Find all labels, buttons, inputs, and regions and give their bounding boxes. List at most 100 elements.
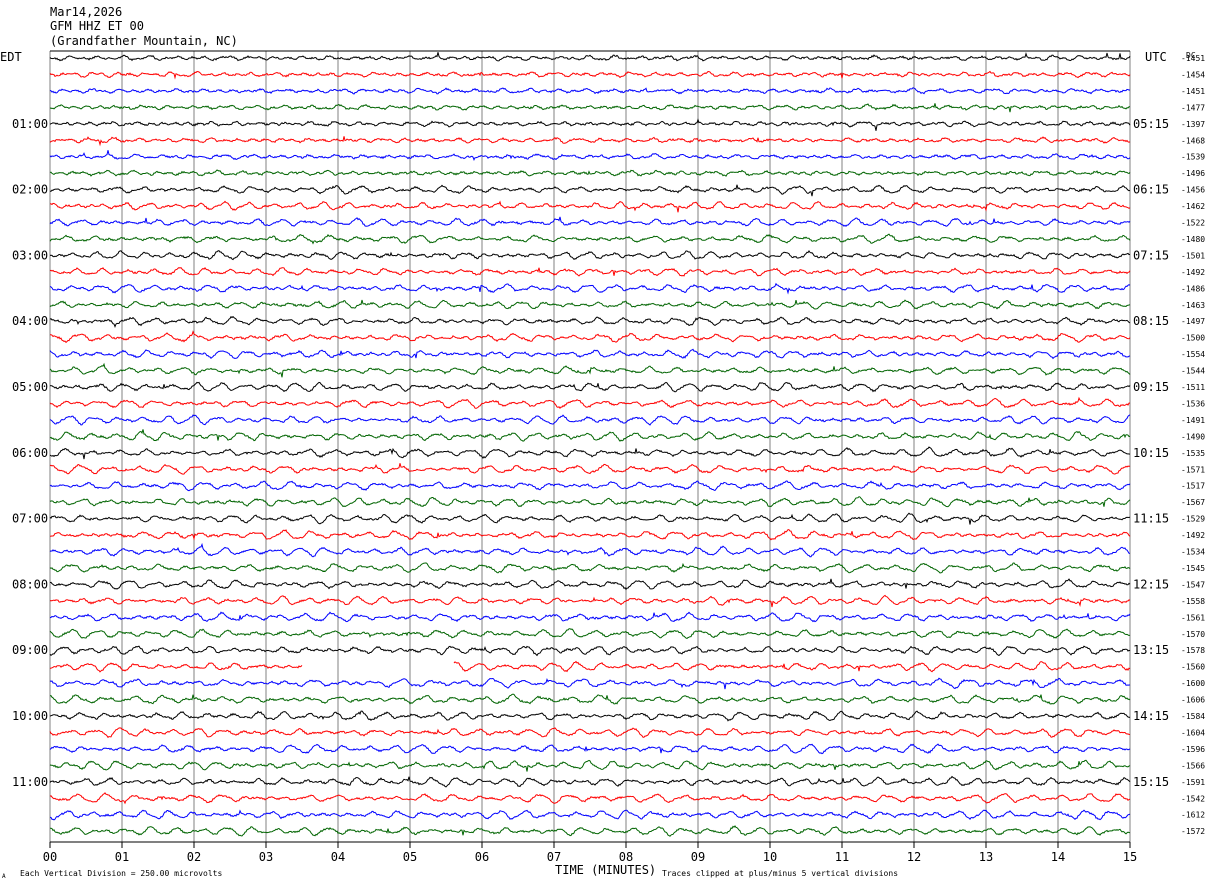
dc-offset-label: -1536 — [1181, 399, 1205, 408]
right-timezone-label: UTC — [1145, 50, 1167, 64]
dc-offset-label: -1545 — [1181, 564, 1205, 573]
x-tick-label: 06 — [475, 850, 489, 864]
dc-offset-label: -1397 — [1181, 120, 1205, 129]
dc-offset-header: DC — [1186, 51, 1196, 60]
dc-offset-label: -1492 — [1181, 268, 1205, 277]
x-axis-ticks: 00 01 02 03 04 05 06 07 08 09 10 11 12 13 14 15 — [43, 842, 1137, 864]
dc-offset-label: -1547 — [1181, 580, 1205, 589]
dc-offset-label: -1558 — [1181, 597, 1205, 606]
dc-offset-label: -1492 — [1181, 531, 1205, 540]
x-tick-label: 09 — [691, 850, 705, 864]
right-hour-label: 07:15 — [1133, 248, 1169, 262]
trace-line-16 — [49, 315, 1131, 328]
right-hour-labels: 05:15 06:15 07:15 08:15 09:15 10:15 11:15 12:15… — [1133, 117, 1169, 789]
x-tick-label: 08 — [619, 850, 633, 864]
x-tick-label: 10 — [763, 850, 777, 864]
trace-line-29 — [49, 529, 1131, 541]
trace-line-21 — [49, 396, 1131, 410]
x-tick-label: 14 — [1051, 850, 1065, 864]
dc-offset-label: -1572 — [1181, 827, 1205, 836]
header-date: Mar14,2026 — [50, 5, 122, 19]
dc-offset-label: -1560 — [1181, 663, 1205, 672]
trace-line-40 — [49, 710, 1131, 722]
dc-offset-label: -1606 — [1181, 696, 1205, 705]
trace-line-36 — [49, 645, 1131, 657]
trace-line-35 — [49, 628, 1131, 639]
dc-offset-label: -1544 — [1181, 367, 1205, 376]
dc-offset-label: -1612 — [1181, 811, 1205, 820]
footer-vertical-division: Each Vertical Division = 250.00 microvol… — [20, 869, 222, 878]
dc-offset-label: -1571 — [1181, 465, 1205, 474]
trace-line-44 — [49, 775, 1131, 788]
trace-line-11 — [49, 233, 1131, 245]
trace-line-42 — [49, 743, 1131, 755]
left-hour-label: 08:00 — [12, 577, 48, 591]
dc-offset-label: -1477 — [1181, 103, 1205, 112]
x-tick-label: 00 — [43, 850, 57, 864]
dc-offset-label: -1451 — [1181, 87, 1205, 96]
trace-line-12 — [49, 249, 1131, 261]
dc-offset-label: -1491 — [1181, 416, 1205, 425]
right-hour-label: 12:15 — [1133, 577, 1169, 591]
trace-line-26 — [49, 480, 1131, 492]
trace-line-15 — [49, 299, 1131, 310]
dc-offset-label: -1486 — [1181, 284, 1205, 293]
trace-line-28 — [49, 512, 1131, 525]
right-hour-label: 15:15 — [1133, 775, 1169, 789]
trace-line-22 — [49, 414, 1131, 426]
dc-offset-label: -1456 — [1181, 186, 1205, 195]
trace-line-17 — [49, 330, 1131, 344]
x-tick-label: 15 — [1123, 850, 1137, 864]
left-hour-label: 03:00 — [12, 248, 48, 262]
trace-line-9 — [49, 200, 1131, 213]
trace-line-6 — [49, 150, 1131, 161]
header-channel: GFM HHZ ET 00 — [50, 19, 144, 33]
trace-line-7 — [49, 169, 1131, 177]
dc-offset-label: -1591 — [1181, 778, 1205, 787]
dc-offset-label: -1451 — [1181, 54, 1205, 63]
dc-offset-label: -1501 — [1181, 251, 1205, 260]
dc-offset-label: -1561 — [1181, 613, 1205, 622]
trace-line-18 — [49, 348, 1131, 360]
dc-offset-labels: -1451 -1454 -1451 -1477 -1397 -1468 -1539 -1496… — [1181, 54, 1205, 836]
x-tick-label: 02 — [187, 850, 201, 864]
trace-line-24 — [49, 446, 1131, 460]
right-hour-label: 13:15 — [1133, 643, 1169, 657]
dc-offset-label: -1454 — [1181, 70, 1205, 79]
trace-line-31 — [49, 562, 1131, 574]
dc-offset-label: -1480 — [1181, 235, 1205, 244]
right-hour-label: 08:15 — [1133, 314, 1169, 328]
x-tick-label: 03 — [259, 850, 273, 864]
trace-line-39 — [49, 693, 1131, 705]
dc-offset-label: -1517 — [1181, 482, 1205, 491]
dc-offset-label: -1496 — [1181, 169, 1205, 178]
trace-line-2 — [49, 87, 1130, 95]
dc-offset-label: -1497 — [1181, 317, 1205, 326]
trace-line-46 — [49, 809, 1131, 821]
right-hour-label: 06:15 — [1133, 183, 1169, 197]
left-hour-label: 05:00 — [12, 380, 48, 394]
trace-line-5 — [49, 136, 1131, 147]
x-tick-label: 13 — [979, 850, 993, 864]
right-hour-label: 11:15 — [1133, 512, 1169, 526]
header-station: (Grandfather Mountain, NC) — [50, 34, 238, 48]
left-hour-label: 06:00 — [12, 446, 48, 460]
trace-line-37 — [49, 660, 1131, 673]
dc-offset-label: -1511 — [1181, 383, 1205, 392]
trace-line-23 — [49, 429, 1131, 442]
dc-offset-label: -1539 — [1181, 153, 1205, 162]
trace-line-3 — [49, 103, 1130, 113]
footer-clipping-note: Traces clipped at plus/minus 5 vertical … — [662, 869, 898, 878]
dc-offset-label: -1578 — [1181, 646, 1205, 655]
dc-offset-label: -1500 — [1181, 334, 1205, 343]
left-hour-label: 01:00 — [12, 117, 48, 131]
trace-line-27 — [49, 496, 1131, 508]
x-tick-label: 12 — [907, 850, 921, 864]
trace-line-41 — [49, 727, 1131, 739]
trace-line-10 — [49, 216, 1131, 228]
dc-offset-label: -1490 — [1181, 432, 1205, 441]
trace-line-0 — [49, 52, 1131, 62]
left-hour-label: 07:00 — [12, 512, 48, 526]
left-hour-label: 09:00 — [12, 643, 48, 657]
seismic-traces — [49, 52, 1131, 837]
